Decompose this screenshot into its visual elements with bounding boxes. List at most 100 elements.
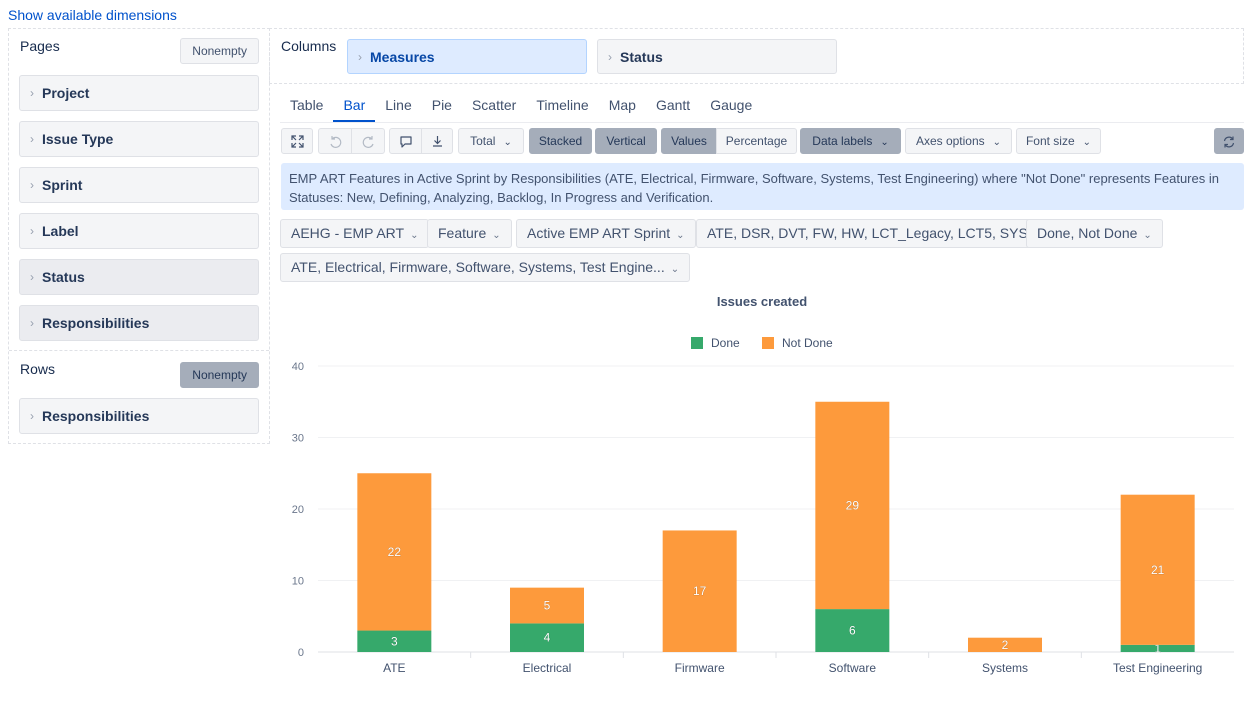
chevron-down-icon: ⌄ — [503, 137, 512, 148]
refresh-icon — [1223, 136, 1235, 148]
show-available-dimensions-link[interactable]: Show available dimensions — [8, 7, 177, 23]
chevron-down-icon: ⌄ — [670, 264, 680, 275]
row-dimension-responsibilities[interactable]: › Responsibilities — [19, 398, 259, 434]
chart-type-tabs: Table Bar Line Pie Scatter Timeline Map … — [280, 95, 762, 123]
data-label: 2 — [1002, 638, 1009, 652]
chevron-right-icon: › — [30, 316, 34, 330]
tab-scatter[interactable]: Scatter — [471, 97, 517, 113]
data-label: 21 — [1151, 563, 1165, 577]
column-dimension-measures[interactable]: › Measures — [347, 39, 587, 74]
pages-heading: Pages — [20, 38, 60, 54]
x-tick-label: Systems — [982, 661, 1028, 675]
filter-label[interactable]: ATE, DSR, DVT, FW, HW, LCT_Legacy, LCT5,… — [696, 219, 1054, 248]
values-toggle[interactable]: Values — [661, 128, 717, 154]
x-tick-label: Test Engineering — [1113, 661, 1202, 675]
tab-line[interactable]: Line — [385, 97, 412, 113]
dimension-project[interactable]: › Project — [19, 75, 259, 111]
chevron-right-icon: › — [30, 409, 34, 423]
chevron-down-icon: ⌄ — [492, 230, 501, 241]
expand-icon — [290, 135, 304, 148]
columns-heading: Columns — [281, 38, 337, 54]
percentage-toggle[interactable]: Percentage — [716, 128, 797, 154]
chevron-down-icon: ⌄ — [880, 137, 889, 148]
undo-icon — [329, 136, 341, 148]
data-label: 1 — [1154, 641, 1161, 655]
columns-panel: Columns › Measures › Status — [269, 28, 1244, 84]
rows-heading: Rows — [20, 361, 56, 377]
filter-project[interactable]: AEHG - EMP ART ⌄ — [280, 219, 430, 248]
data-label: 4 — [544, 631, 551, 645]
tab-map[interactable]: Map — [608, 97, 636, 113]
chevron-right-icon: › — [30, 86, 34, 100]
data-label: 5 — [544, 599, 551, 613]
data-labels-dropdown[interactable]: Data labels ⌄ — [800, 128, 901, 154]
chevron-down-icon: ⌄ — [410, 230, 419, 241]
chevron-right-icon: › — [30, 224, 34, 238]
data-label: 6 — [849, 624, 856, 638]
chevron-right-icon: › — [608, 50, 612, 64]
chart-title: Issues created — [717, 294, 807, 309]
bar-ate-done — [357, 630, 432, 652]
x-tick-label: Electrical — [523, 661, 572, 675]
tabs-divider — [280, 122, 1244, 123]
tab-timeline[interactable]: Timeline — [536, 97, 589, 113]
bar-firmware-not-done — [662, 530, 737, 652]
refresh-button[interactable] — [1214, 128, 1244, 154]
comment-button[interactable] — [389, 128, 422, 154]
y-tick-label: 0 — [298, 647, 304, 659]
total-dropdown[interactable]: Total ⌄ — [458, 128, 524, 154]
tab-pie[interactable]: Pie — [431, 97, 452, 113]
filter-status[interactable]: Done, Not Done ⌄ — [1026, 219, 1163, 248]
tab-gauge[interactable]: Gauge — [710, 97, 753, 113]
bar-software-not-done — [815, 401, 890, 610]
bar-ate-not-done — [357, 473, 432, 631]
data-label: 22 — [388, 545, 402, 559]
chevron-down-icon: ⌄ — [992, 137, 1002, 148]
bar-chart: Issues created Done Not Done 0 10 20 30 40 3 2… — [292, 294, 1234, 675]
section-divider — [9, 350, 269, 351]
legend-label: Not Done — [782, 336, 833, 350]
dimension-responsibilities[interactable]: › Responsibilities — [19, 305, 259, 341]
x-tick-label: Software — [829, 661, 877, 675]
x-tick-label: Firmware — [675, 661, 725, 675]
dimension-status[interactable]: › Status — [19, 259, 259, 295]
chevron-right-icon: › — [30, 270, 34, 284]
chevron-down-icon: ⌄ — [1143, 230, 1152, 241]
bar-software-done — [815, 609, 890, 652]
filter-issue-type[interactable]: Feature ⌄ — [427, 219, 512, 248]
fullscreen-button[interactable] — [281, 128, 313, 154]
data-label: 17 — [693, 584, 707, 598]
dimension-label[interactable]: › Label — [19, 213, 259, 249]
legend-label: Done — [711, 336, 740, 350]
bar-test-engineering-done — [1120, 644, 1195, 652]
x-tick-label: ATE — [383, 661, 405, 675]
stacked-toggle[interactable]: Stacked — [529, 128, 592, 154]
tab-table[interactable]: Table — [290, 97, 324, 113]
vertical-toggle[interactable]: Vertical — [595, 128, 657, 154]
redo-icon — [362, 136, 374, 148]
chevron-right-icon: › — [30, 132, 34, 146]
undo-button[interactable] — [318, 128, 352, 154]
filter-sprint[interactable]: Active EMP ART Sprint ⌄ — [516, 219, 696, 248]
y-tick-label: 40 — [292, 361, 304, 373]
bar-systems-not-done — [968, 637, 1042, 652]
y-tick-label: 10 — [292, 576, 304, 588]
tab-gantt[interactable]: Gantt — [655, 97, 691, 113]
legend-swatch-done — [691, 337, 703, 349]
axes-options-dropdown[interactable]: Axes options ⌄ — [905, 128, 1012, 154]
rows-nonempty-button[interactable]: Nonempty — [180, 362, 259, 388]
bar-electrical-not-done — [510, 587, 584, 624]
bar-test-engineering-not-done — [1120, 494, 1195, 645]
chevron-right-icon: › — [358, 50, 362, 64]
export-button[interactable] — [421, 128, 453, 154]
dimension-issue-type[interactable]: › Issue Type — [19, 121, 259, 157]
column-dimension-status[interactable]: › Status — [597, 39, 837, 74]
download-icon — [432, 136, 442, 147]
filter-responsibilities[interactable]: ATE, Electrical, Firmware, Software, Sys… — [280, 253, 691, 282]
pages-nonempty-button[interactable]: Nonempty — [180, 38, 259, 64]
pages-rows-panel: Pages Nonempty › Project › Issue Type › Spr… — [8, 28, 270, 444]
tab-bar[interactable]: Bar — [333, 95, 376, 122]
font-size-dropdown[interactable]: Font size ⌄ — [1016, 128, 1101, 154]
redo-button[interactable] — [351, 128, 385, 154]
dimension-sprint[interactable]: › Sprint — [19, 167, 259, 203]
